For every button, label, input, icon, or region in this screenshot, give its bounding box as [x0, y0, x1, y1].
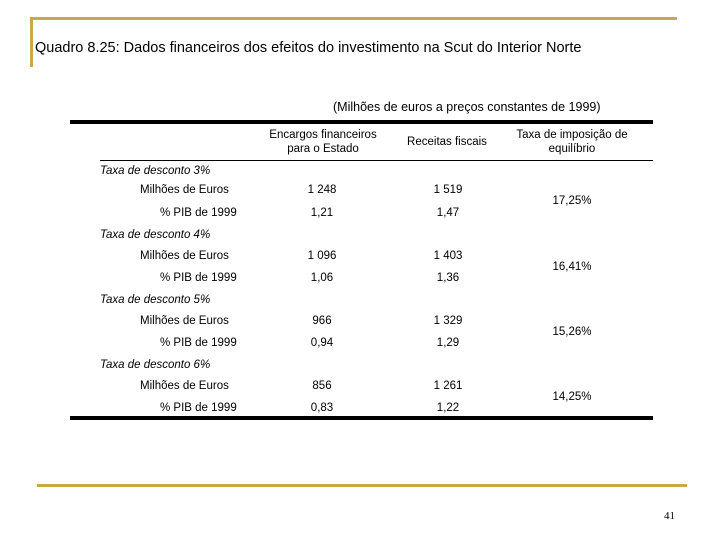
- receitas-pib: 1,47: [436, 207, 460, 219]
- encargos-meur: 966: [312, 315, 332, 327]
- header-receitas: Receitas fiscais: [407, 136, 487, 148]
- row-label-meur: Milhões de Euros: [140, 315, 229, 327]
- header-encargos: Encargos financeiros para o Estado: [269, 129, 377, 155]
- units-note: (Milhões de euros a preços constantes de…: [333, 100, 601, 114]
- section-label: Taxa de desconto 5%: [100, 294, 211, 306]
- taxa-equilibrio: 16,41%: [552, 261, 592, 273]
- frame-bottom-rule: [37, 484, 687, 487]
- row-label-meur: Milhões de Euros: [140, 250, 229, 262]
- encargos-meur: 856: [312, 380, 332, 392]
- encargos-meur: 1 248: [307, 184, 337, 196]
- frame-top-rule: [30, 17, 677, 20]
- slide-title: Quadro 8.25: Dados financeiros dos efeit…: [35, 40, 582, 56]
- table-bottom-rule: [70, 416, 653, 420]
- header-taxa: Taxa de imposição de equilíbrio: [516, 129, 628, 155]
- taxa-equilibrio: 17,25%: [552, 195, 592, 207]
- encargos-pib: 0,83: [310, 402, 334, 414]
- receitas-meur: 1 329: [433, 315, 463, 327]
- section-label: Taxa de desconto 6%: [100, 359, 211, 371]
- row-label-pib: % PIB de 1999: [160, 272, 237, 284]
- section-label: Taxa de desconto 3%: [100, 165, 211, 177]
- receitas-pib: 1,22: [436, 402, 460, 414]
- row-label-pib: % PIB de 1999: [160, 402, 237, 414]
- encargos-pib: 0,94: [310, 337, 334, 349]
- encargos-pib: 1,06: [310, 272, 334, 284]
- taxa-equilibrio: 15,26%: [552, 326, 592, 338]
- receitas-meur: 1 519: [433, 184, 463, 196]
- row-label-meur: Milhões de Euros: [140, 184, 229, 196]
- receitas-pib: 1,29: [436, 337, 460, 349]
- receitas-meur: 1 403: [433, 250, 463, 262]
- receitas-pib: 1,36: [436, 272, 460, 284]
- row-label-pib: % PIB de 1999: [160, 207, 237, 219]
- row-label-meur: Milhões de Euros: [140, 380, 229, 392]
- section-label: Taxa de desconto 4%: [100, 229, 211, 241]
- receitas-meur: 1 261: [433, 380, 463, 392]
- encargos-meur: 1 096: [307, 250, 337, 262]
- row-label-pib: % PIB de 1999: [160, 337, 237, 349]
- page-number: 41: [664, 510, 675, 522]
- frame-left-rule: [30, 17, 33, 67]
- taxa-equilibrio: 14,25%: [552, 391, 592, 403]
- encargos-pib: 1,21: [310, 207, 334, 219]
- table-top-rule: [70, 120, 653, 124]
- table-header-rule: [100, 160, 653, 161]
